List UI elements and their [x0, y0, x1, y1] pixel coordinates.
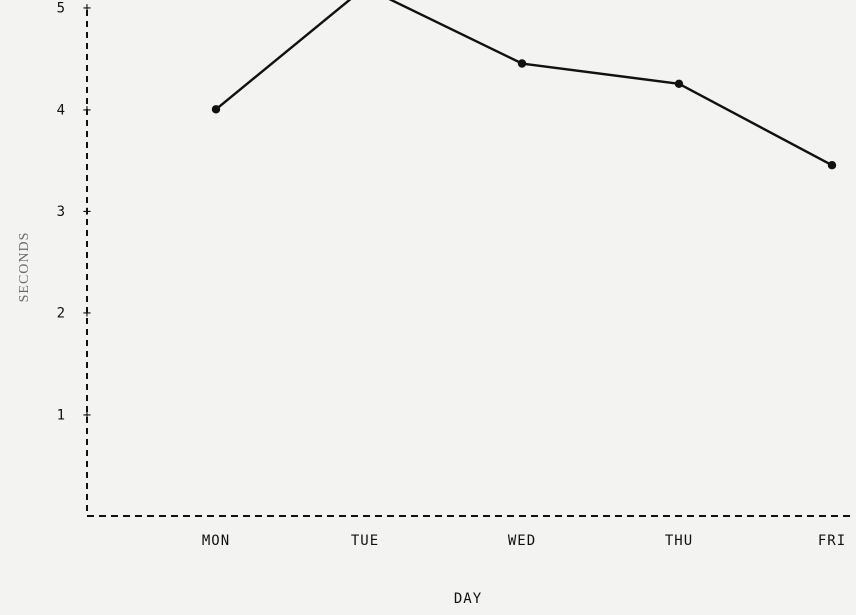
y-axis-title: SECONDS: [17, 232, 32, 303]
series-line: [215, 0, 833, 167]
x-tick-label: MON: [202, 533, 230, 549]
x-tick-label: THU: [665, 533, 693, 549]
x-axis-title: DAY: [454, 591, 482, 607]
x-tick-label: WED: [508, 533, 536, 549]
y-tick-label: 3: [57, 204, 65, 220]
y-tick-mark: +: [83, 102, 91, 118]
x-tick-label: TUE: [351, 533, 379, 549]
data-point: [827, 160, 837, 170]
x-tick-label: FRI: [818, 533, 846, 549]
y-tick-mark: +: [83, 204, 91, 220]
y-tick-mark: +: [83, 1, 91, 17]
x-tick-labels: MON TUE WED THU FRI: [202, 533, 846, 549]
series-layer: [211, 0, 837, 170]
y-tick-labels: +1 +2 +3 +4 +5: [57, 1, 92, 424]
y-tick-label: 4: [57, 102, 65, 118]
data-point: [517, 59, 527, 68]
data-point: [211, 105, 221, 114]
y-tick-label: 2: [57, 306, 65, 322]
y-tick-mark: +: [83, 306, 91, 322]
y-tick-label: 5: [57, 1, 65, 17]
y-tick-label: 1: [57, 407, 65, 423]
y-tick-mark: +: [83, 407, 91, 423]
data-point: [674, 79, 684, 89]
